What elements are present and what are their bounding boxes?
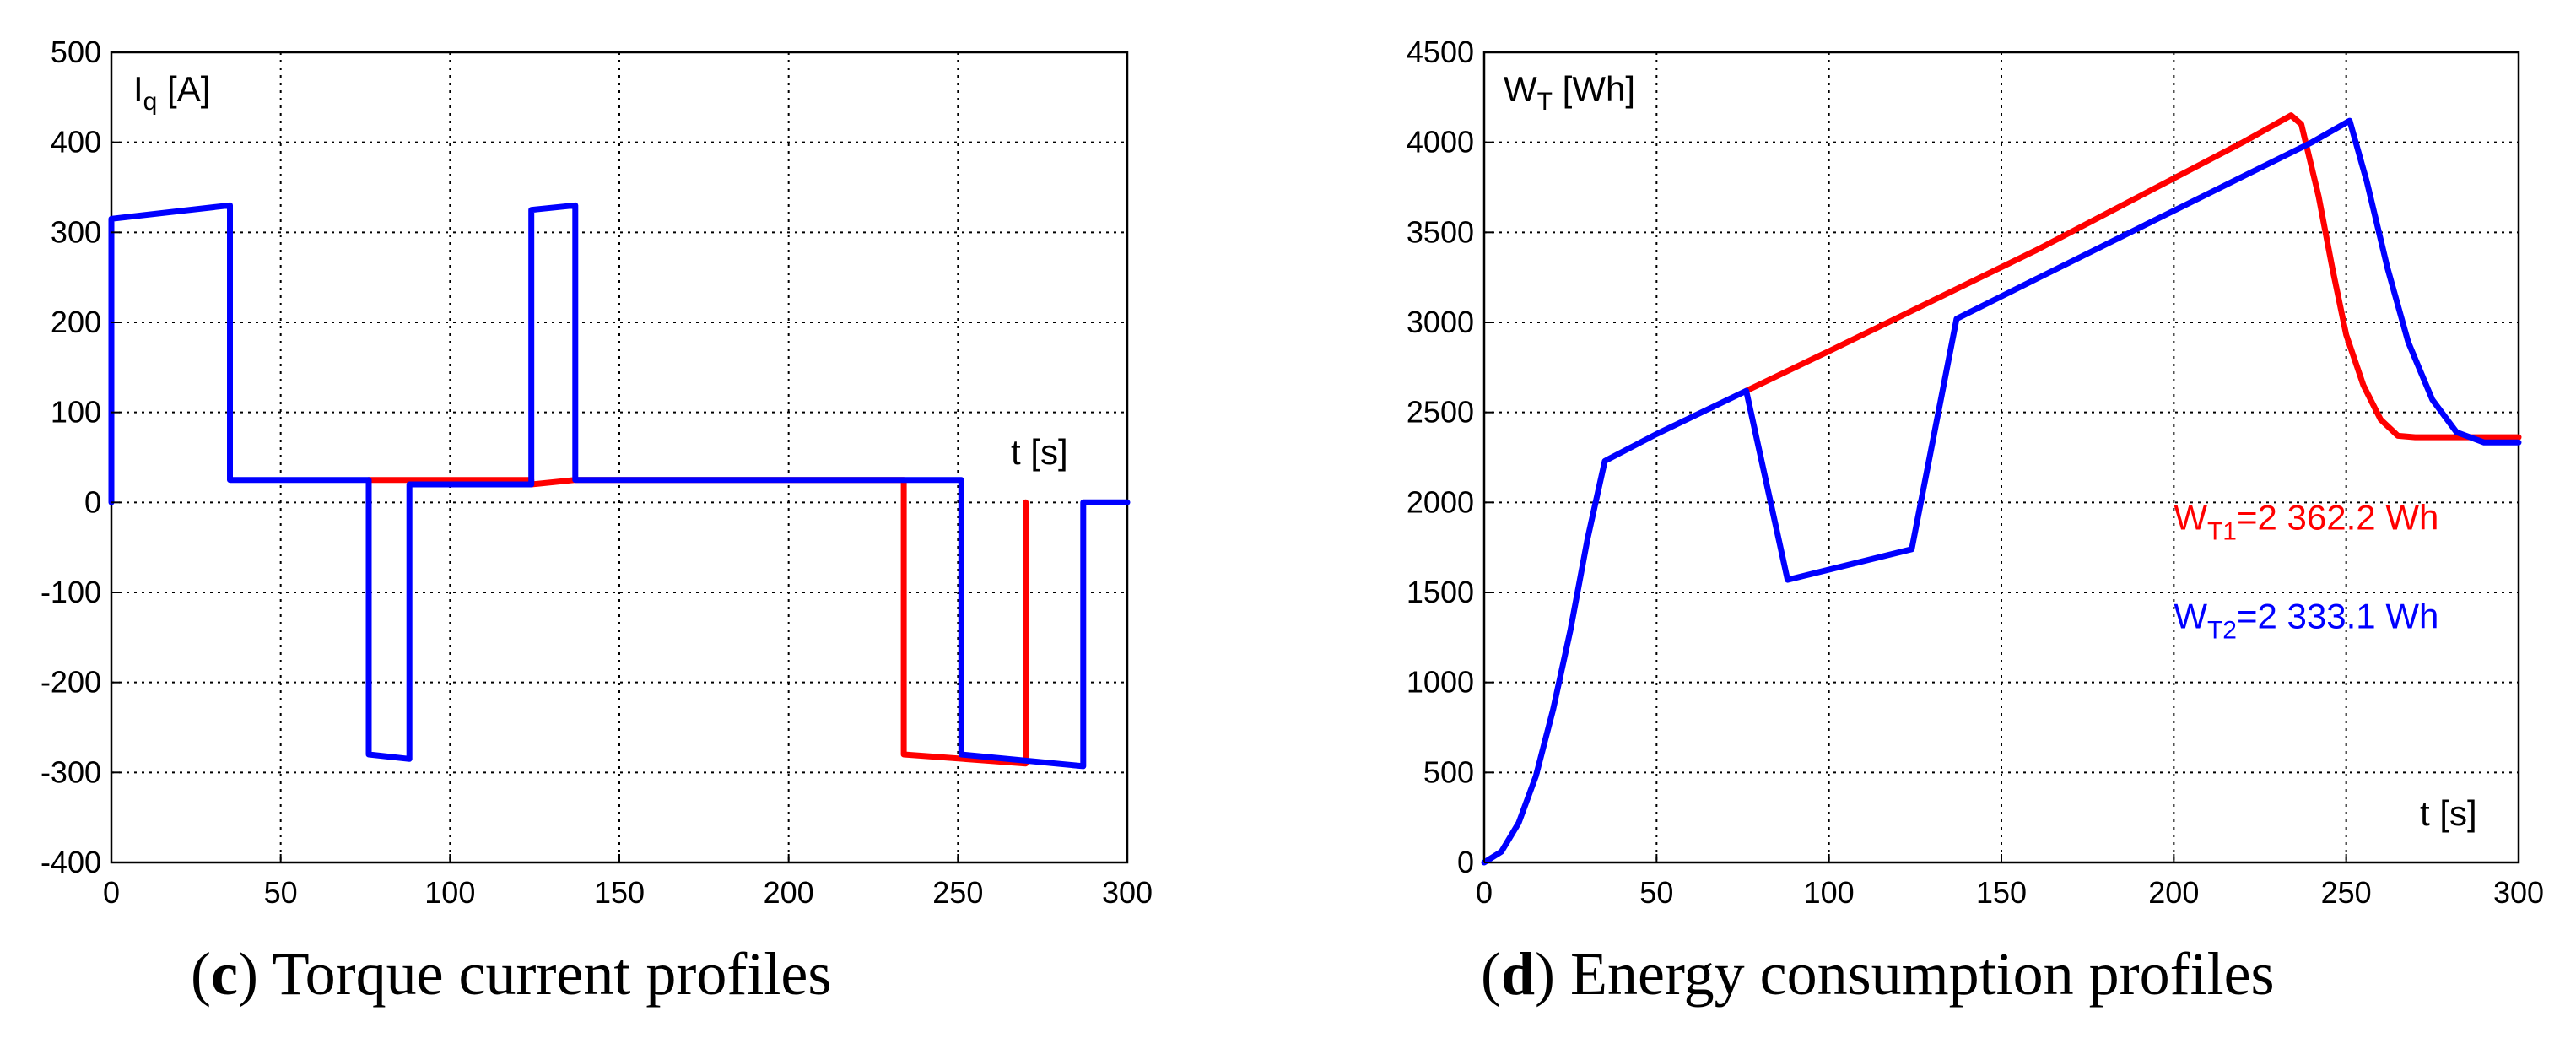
x-tick-label: 250 (932, 875, 983, 910)
y-tick-label: 500 (51, 35, 101, 69)
series-group (1481, 112, 2522, 866)
x-axis-label: t [s] (1011, 432, 1068, 472)
y-tick-label: 1000 (1407, 665, 1474, 700)
y-tick-label: 3500 (1407, 214, 1474, 249)
y-tick-label: 2000 (1407, 484, 1474, 519)
panel-torque-current: 0 50 100 150 200 250 300 500 400 300 200 100 0 -100 -2… (0, 0, 1287, 1038)
y-tick-label: 1500 (1407, 575, 1474, 609)
series-blue-line (108, 202, 1131, 770)
x-tick-label: 250 (2321, 875, 2372, 910)
x-tick-label: 0 (103, 875, 120, 910)
panel-energy-consumption: 0 50 100 150 200 250 300 4500 4000 3500 3000 2500 20… (1407, 35, 2544, 1008)
y-tick-label: 200 (51, 305, 101, 339)
y-tick-label: -100 (41, 575, 101, 609)
grid (111, 52, 1127, 862)
x-tick-label: 300 (1102, 875, 1153, 910)
x-tick-label: 50 (1639, 875, 1673, 910)
annotation-t2: WT2=2 333.1 Wh (2174, 597, 2438, 645)
y-tick-label: 0 (84, 484, 101, 519)
grid (1484, 52, 2519, 862)
y-tick-label: 400 (51, 125, 101, 159)
panel-caption: (d) Energy consumption profiles (1481, 940, 2275, 1008)
x-tick-label: 150 (1976, 875, 2027, 910)
x-tick-label: 150 (594, 875, 645, 910)
x-axis-label: t [s] (2420, 793, 2477, 833)
x-tick-label: 0 (1476, 875, 1493, 910)
y-axis-label: WT [Wh] (1504, 69, 1635, 116)
y-tick-label: -300 (41, 754, 101, 789)
y-tick-label: 300 (51, 214, 101, 249)
y-tick-label: -400 (41, 845, 101, 879)
x-tick-label: 300 (2493, 875, 2544, 910)
series-group (108, 202, 1131, 770)
y-tick-label: 0 (1457, 845, 1474, 879)
annotations: WT1=2 362.2 Wh WT2=2 333.1 Wh (2174, 497, 2438, 644)
y-tick-label: 2500 (1407, 395, 1474, 430)
panel-caption: (c) Torque current profiles (191, 940, 831, 1008)
series-red-line (1743, 112, 2522, 441)
y-tick-label: 100 (51, 395, 101, 430)
y-tick-label: 4500 (1407, 35, 1474, 69)
y-axis-label: Iq [A] (133, 69, 210, 116)
x-tick-label: 200 (764, 875, 814, 910)
x-tick-label: 200 (2148, 875, 2199, 910)
series-blue-line (1481, 117, 2522, 866)
y-tick-label: 3000 (1407, 305, 1474, 339)
x-tick-label: 100 (424, 875, 475, 910)
y-tick-label: 4000 (1407, 125, 1474, 159)
tick-labels: 0 50 100 150 200 250 300 4500 4000 3500 3000 2500 20… (1407, 35, 2544, 910)
y-tick-label: -200 (41, 665, 101, 700)
y-tick-label: 500 (1423, 754, 1474, 789)
tick-labels: 0 50 100 150 200 250 300 500 400 300 200 100 0 -100 -2… (41, 35, 1153, 910)
x-tick-label: 50 (264, 875, 298, 910)
annotation-t1: WT1=2 362.2 Wh (2174, 497, 2438, 545)
x-tick-label: 100 (1804, 875, 1855, 910)
